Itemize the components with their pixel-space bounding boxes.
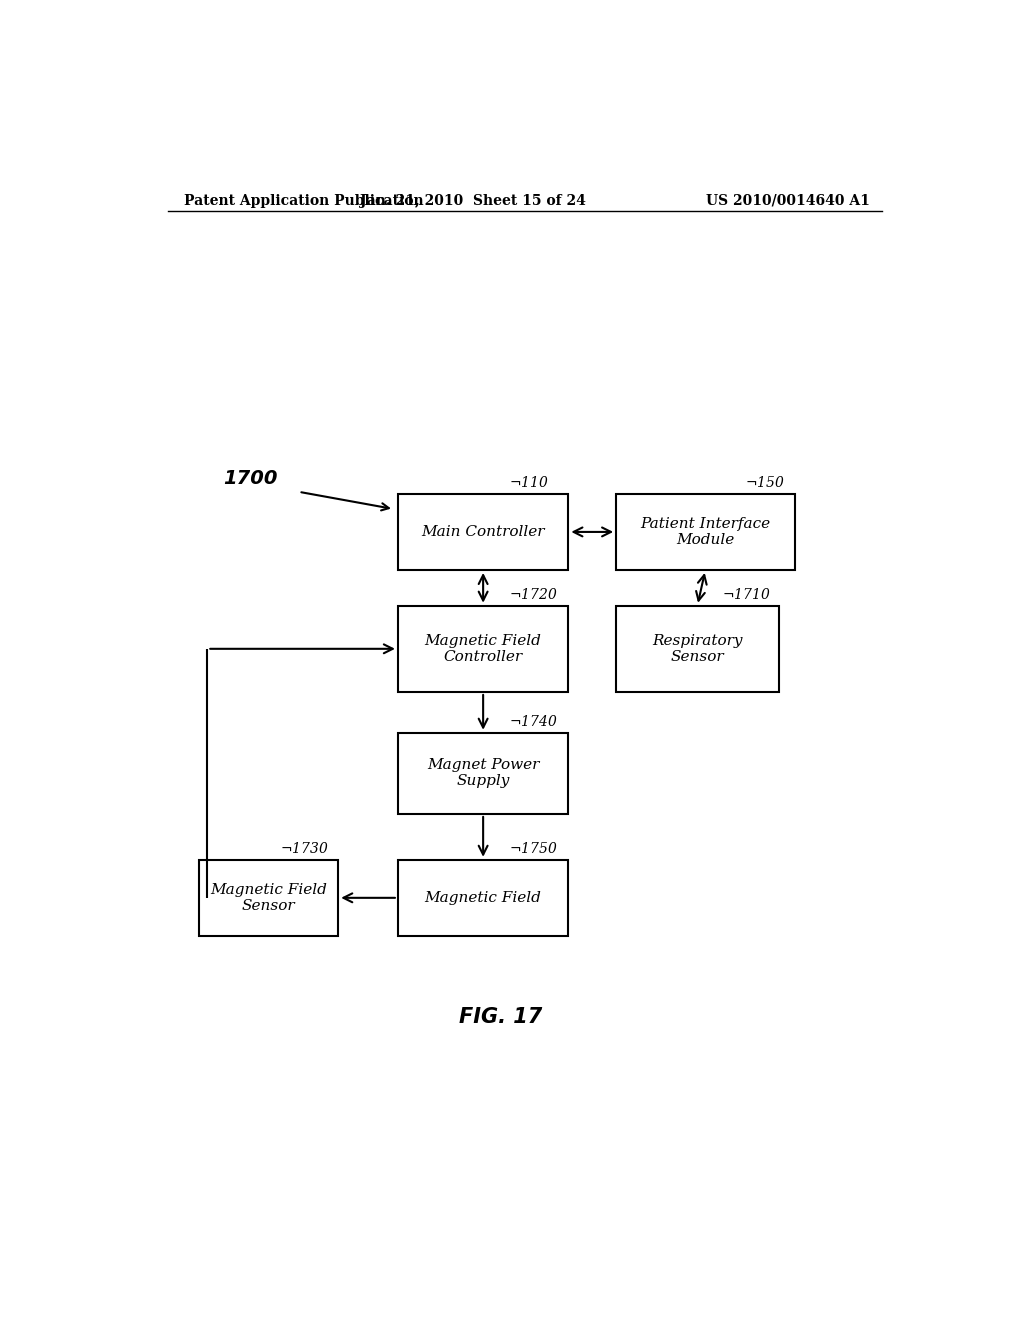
Bar (397, 733, 568, 814)
Text: Respiratory
Sensor: Respiratory Sensor (652, 634, 742, 664)
Text: Magnetic Field
Controller: Magnetic Field Controller (425, 634, 542, 664)
Bar (616, 606, 779, 692)
Text: $\neg$1730: $\neg$1730 (280, 841, 329, 855)
Text: $\neg$110: $\neg$110 (509, 475, 549, 490)
Text: Magnet Power
Supply: Magnet Power Supply (427, 758, 540, 788)
Bar (616, 494, 795, 570)
Text: Main Controller: Main Controller (422, 525, 545, 539)
Text: $\neg$1720: $\neg$1720 (509, 586, 557, 602)
Text: 1700: 1700 (223, 469, 278, 488)
Text: $\neg$1710: $\neg$1710 (722, 586, 770, 602)
Bar (397, 494, 568, 570)
Bar (397, 859, 568, 936)
Text: US 2010/0014640 A1: US 2010/0014640 A1 (707, 194, 870, 209)
Text: Magnetic Field
Sensor: Magnetic Field Sensor (210, 883, 328, 913)
Text: $\neg$150: $\neg$150 (744, 475, 784, 490)
Text: $\neg$1740: $\neg$1740 (509, 714, 557, 729)
Text: FIG. 17: FIG. 17 (460, 1007, 543, 1027)
Text: Magnetic Field: Magnetic Field (425, 891, 542, 904)
Text: Patent Application Publication: Patent Application Publication (183, 194, 423, 209)
Bar (200, 859, 338, 936)
Text: $\neg$1750: $\neg$1750 (509, 841, 557, 855)
Bar (397, 606, 568, 692)
Text: Jan. 21, 2010  Sheet 15 of 24: Jan. 21, 2010 Sheet 15 of 24 (360, 194, 586, 209)
Text: Patient Interface
Module: Patient Interface Module (640, 517, 770, 546)
